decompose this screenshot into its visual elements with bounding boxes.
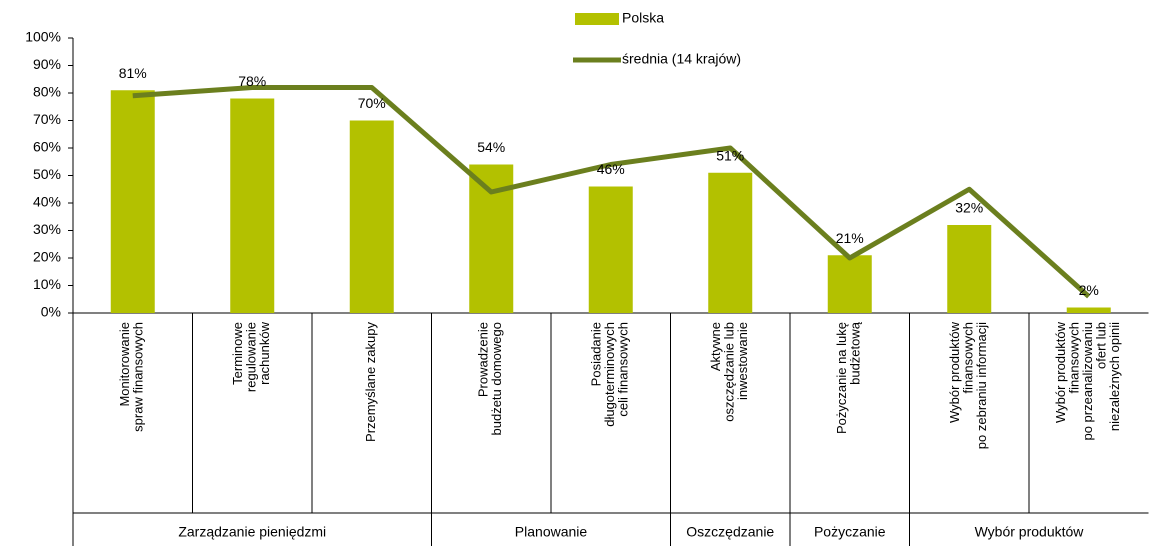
data-label: 32%: [955, 200, 983, 216]
x-tick-label: Aktywneoszczędzanie lubinwestowanie: [708, 322, 750, 422]
data-label: 70%: [358, 95, 386, 111]
y-tick-label: 10%: [33, 276, 61, 292]
x-tick-label: Przemyślane zakupy: [363, 322, 378, 442]
data-label: 51%: [716, 147, 744, 163]
y-tick-label: 80%: [33, 84, 61, 100]
group-label: Oszczędzanie: [686, 524, 774, 540]
data-label: 46%: [597, 161, 625, 177]
x-tick-label: Pożyczanie na lukębudżetową: [834, 321, 863, 434]
data-label: 2%: [1079, 282, 1099, 298]
x-tick-label: Monitorowaniespraw finansowych: [117, 322, 146, 432]
data-label: 81%: [119, 65, 147, 81]
bar: [947, 225, 992, 313]
y-tick-label: 50%: [33, 166, 61, 182]
x-tick-label: Wybór produktówfinansowychpo przeanalizo…: [1053, 321, 1122, 440]
bar: [110, 90, 155, 313]
group-label: Pożyczanie: [814, 524, 886, 540]
line: [132, 85, 1091, 299]
group-label: Planowanie: [515, 524, 588, 540]
data-label: 21%: [836, 230, 864, 246]
y-tick-label: 40%: [33, 194, 61, 210]
y-tick-label: 20%: [33, 249, 61, 265]
bar: [827, 255, 872, 313]
y-tick-label: 90%: [33, 56, 61, 72]
data-label: 54%: [477, 139, 505, 155]
x-tick-label: Prowadzeniebudżetu domowego: [476, 322, 505, 435]
data-label: 78%: [238, 73, 266, 89]
y-tick-label: 70%: [33, 111, 61, 127]
group-label: Zarządzanie pieniędzmi: [178, 524, 326, 540]
x-tick-label: Terminoweregulowanierachunków: [230, 321, 272, 392]
y-tick-label: 60%: [33, 139, 61, 155]
x-tick-label: Posiadaniedługoterminowychceli finansowy…: [589, 322, 631, 427]
bar: [1066, 307, 1111, 313]
bar: [708, 172, 753, 313]
x-tick-label: Wybór produktówfinansowychpo zebraniu in…: [947, 321, 989, 449]
bar: [349, 120, 394, 313]
legend-swatch: [575, 13, 619, 25]
y-tick-label: 30%: [33, 221, 61, 237]
group-label: Wybór produktów: [975, 524, 1085, 540]
legend-label: Polska: [622, 10, 664, 26]
legend-label: średnia (14 krajów): [622, 51, 741, 67]
bar: [588, 186, 633, 313]
y-tick-label: 0%: [41, 304, 61, 320]
bar: [230, 98, 275, 313]
y-tick-label: 100%: [25, 29, 61, 45]
